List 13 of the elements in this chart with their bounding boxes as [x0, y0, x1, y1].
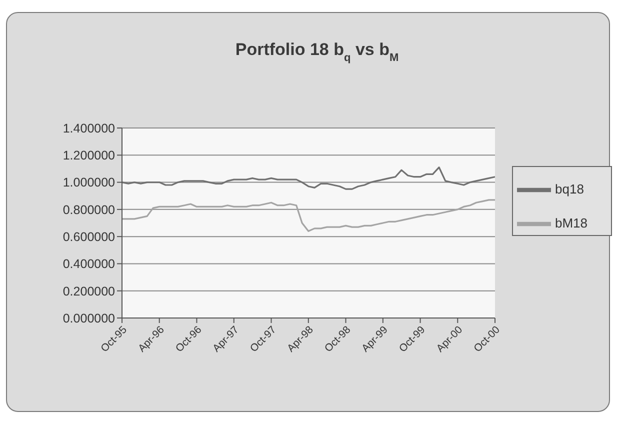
y-tick-label: 1.000000 — [62, 176, 116, 190]
y-tick-label: 0.400000 — [62, 257, 116, 272]
legend-label: bq18 — [555, 181, 584, 196]
line-series — [122, 166, 495, 190]
legend-label: bM18 — [555, 215, 588, 230]
line-series — [122, 199, 495, 232]
y-tick-label: 0.800000 — [62, 202, 116, 217]
y-tick-label: 1.400000 — [62, 121, 116, 136]
y-tick-label: 0.200000 — [62, 284, 116, 298]
chart-title: Portfolio 18 b$_{q}$ vs b$_{M}$ — [235, 40, 399, 64]
y-tick-label: 1.200000 — [62, 148, 116, 163]
y-tick-label: 0.600000 — [62, 230, 116, 244]
y-tick-label: 0.000000 — [62, 311, 116, 326]
